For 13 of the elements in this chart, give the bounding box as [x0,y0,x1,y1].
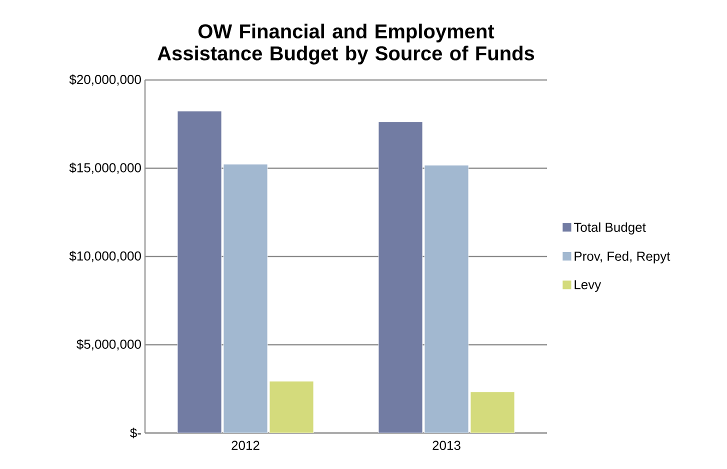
y-tick-label: $5,000,000 [76,339,141,350]
bar [177,110,222,433]
legend-label: Total Budget [574,222,646,234]
bar [378,122,423,433]
x-tick-label: 2012 [232,440,260,450]
legend-label: Levy [574,280,602,292]
y-tick-label: $10,000,000 [69,250,141,262]
y-tick-label: $15,000,000 [69,162,141,174]
chart-title: OW Financial and Employment Assistance Budget by Source of Funds [158,24,534,64]
legend-label: Prov, Fed, Repyt [574,251,670,264]
y-tick-label: $20,000,000 [69,74,141,86]
x-tick-label: 2013 [432,440,460,450]
y-tick-label: $- [130,428,141,438]
